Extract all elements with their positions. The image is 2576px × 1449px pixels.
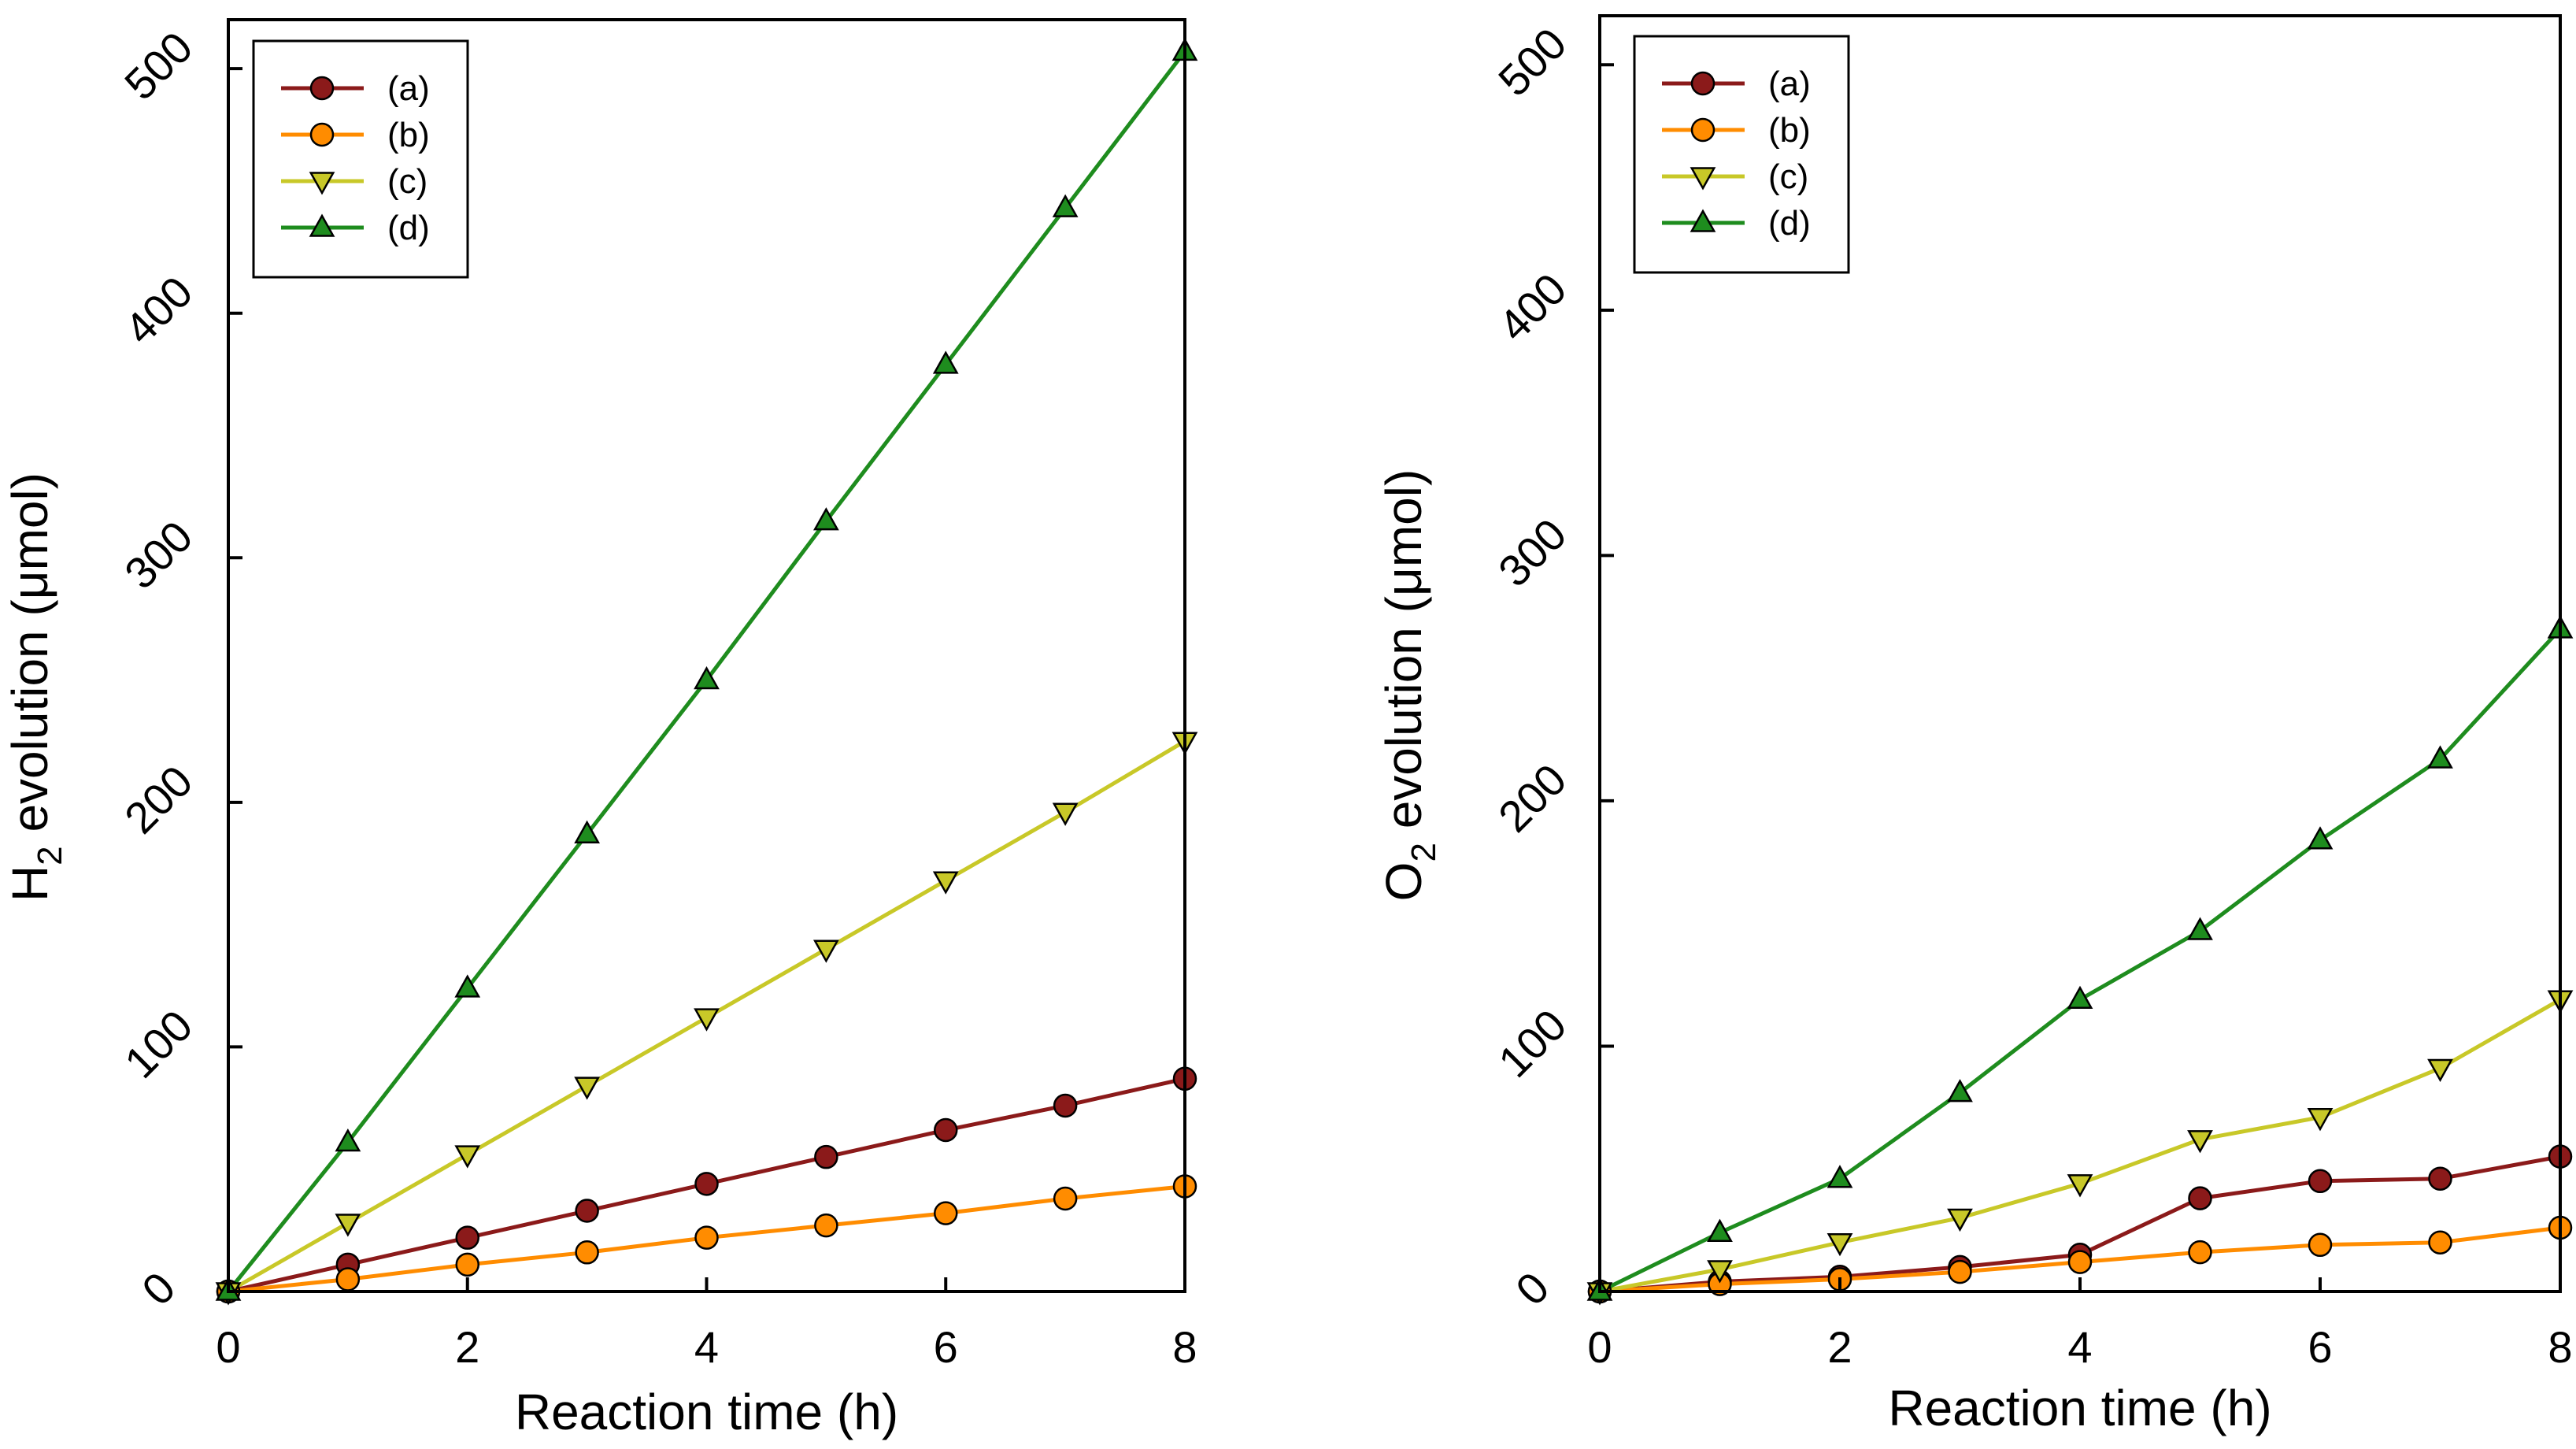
x-tick-label-0: 0 [216, 1322, 240, 1372]
data-point-d-1 [335, 1128, 361, 1152]
data-point-c-1 [335, 1214, 361, 1237]
data-point-a-5 [2188, 1186, 2212, 1210]
legend-marker-a [309, 76, 335, 101]
data-point-b-7 [2428, 1230, 2452, 1254]
x-tick-label-4: 4 [694, 1322, 719, 1372]
y-tick-label-300: 300 [1489, 509, 1576, 596]
y-tick-label-200: 200 [115, 756, 202, 843]
legend-label-d: (d) [1768, 204, 1811, 243]
data-point-b-3 [1948, 1259, 1972, 1284]
data-point-b-4 [694, 1225, 719, 1250]
data-point-d-2 [454, 974, 481, 998]
data-point-a-7 [2428, 1166, 2452, 1191]
data-point-c-7 [2427, 1058, 2453, 1083]
y-tick-label-400: 400 [115, 267, 202, 354]
legend-marker-b [309, 122, 335, 147]
x-axis-label: Reaction time (h) [515, 1384, 898, 1440]
data-point-c-6 [932, 871, 959, 895]
legend-box [252, 39, 469, 279]
data-point-d-7 [2427, 745, 2453, 769]
data-point-d-1 [1707, 1218, 1733, 1242]
data-point-d-7 [1052, 194, 1079, 217]
data-point-c-3 [574, 1077, 601, 1100]
data-point-c-1 [1707, 1260, 1733, 1284]
legend-label-c: (c) [387, 162, 427, 201]
data-point-d-4 [694, 665, 720, 690]
data-point-c-5 [2187, 1130, 2213, 1154]
data-point-d-6 [2307, 826, 2334, 850]
data-point-d-6 [932, 350, 959, 374]
x-axis-label: Reaction time (h) [1888, 1380, 2271, 1436]
y-tick-label-100: 100 [115, 1000, 202, 1088]
data-point-c-6 [2307, 1108, 2334, 1132]
y-tick-label-300: 300 [115, 511, 202, 598]
data-point-d-3 [574, 820, 601, 843]
x-tick-label-2: 2 [1827, 1322, 1852, 1372]
x-tick-label-6: 6 [934, 1322, 958, 1372]
data-point-c-7 [1052, 802, 1079, 826]
data-point-b-6 [2308, 1232, 2333, 1258]
data-point-c-3 [1947, 1208, 1973, 1232]
data-point-b-7 [1053, 1186, 1078, 1211]
legend-label-d: (d) [387, 209, 430, 247]
data-point-a-7 [1053, 1093, 1078, 1118]
data-point-c-4 [694, 1008, 720, 1032]
data-point-d-4 [2067, 985, 2093, 1010]
data-point-c-5 [812, 939, 839, 963]
legend-label-a: (a) [387, 69, 430, 108]
data-point-a-6 [934, 1117, 958, 1143]
x-tick-label-8: 8 [1172, 1322, 1197, 1372]
x-tick-label-8: 8 [2548, 1322, 2572, 1372]
y-tick-label-400: 400 [1489, 264, 1576, 351]
data-point-b-5 [2188, 1240, 2212, 1265]
legend-marker-d [309, 213, 335, 237]
y-tick-label-0: 0 [132, 1262, 185, 1315]
legend-label-c: (c) [1768, 158, 1808, 196]
x-tick-label-6: 6 [2308, 1322, 2332, 1372]
data-point-a-2 [455, 1225, 479, 1250]
y-tick-label-100: 100 [1489, 999, 1576, 1087]
data-point-d-3 [1947, 1079, 1973, 1102]
legend-label-a: (a) [1768, 65, 1811, 103]
legend-marker-c [309, 172, 335, 195]
x-tick-label-2: 2 [455, 1322, 479, 1372]
x-tick-label-4: 4 [2067, 1322, 2092, 1372]
data-point-a-3 [575, 1199, 599, 1223]
data-point-b-6 [934, 1201, 958, 1225]
legend-label-b: (b) [387, 116, 430, 154]
data-point-d-5 [2187, 917, 2213, 940]
y-tick-label-0: 0 [1506, 1262, 1559, 1315]
legend-marker-a [1690, 71, 1715, 96]
legend-marker-d [1690, 209, 1716, 232]
y-tick-label-200: 200 [1489, 754, 1576, 842]
legend-marker-b [1690, 117, 1715, 143]
legend-box [1633, 35, 1850, 274]
y-axis-label: O2 evolution (μmol) [1375, 469, 1443, 902]
legend: (a) (b) (c) (d) [1633, 35, 1850, 274]
y-tick-label-500: 500 [1489, 18, 1576, 106]
data-point-b-3 [575, 1240, 599, 1265]
data-point-d-5 [812, 507, 839, 531]
chart-panel-left: 0 2 4 6 8 0 100 200 300 400 500 Reaction time (h) H2… [2, 18, 1198, 1440]
x-tick-label-0: 0 [1587, 1322, 1612, 1372]
legend-marker-c [1690, 167, 1716, 191]
data-point-b-4 [2067, 1250, 2093, 1274]
data-point-d-2 [1827, 1165, 1853, 1188]
data-point-a-4 [694, 1172, 719, 1196]
data-point-b-5 [814, 1213, 838, 1238]
legend-label-b: (b) [1768, 111, 1811, 150]
data-point-b-2 [455, 1252, 479, 1277]
y-axis-label: H2 evolution (μmol) [2, 472, 69, 902]
legend: (a) (b) (c) (d) [252, 39, 469, 279]
data-point-a-6 [2308, 1169, 2333, 1194]
data-point-c-2 [454, 1145, 481, 1169]
y-tick-label-500: 500 [115, 22, 202, 109]
data-point-c-4 [2067, 1174, 2093, 1198]
chart-panel-right: 0 2 4 6 8 0 100 200 300 400 500 Reaction time (h) O2… [1375, 14, 2574, 1436]
data-point-b-1 [335, 1267, 361, 1292]
data-point-a-5 [814, 1144, 838, 1169]
data-point-c-2 [1827, 1232, 1853, 1257]
